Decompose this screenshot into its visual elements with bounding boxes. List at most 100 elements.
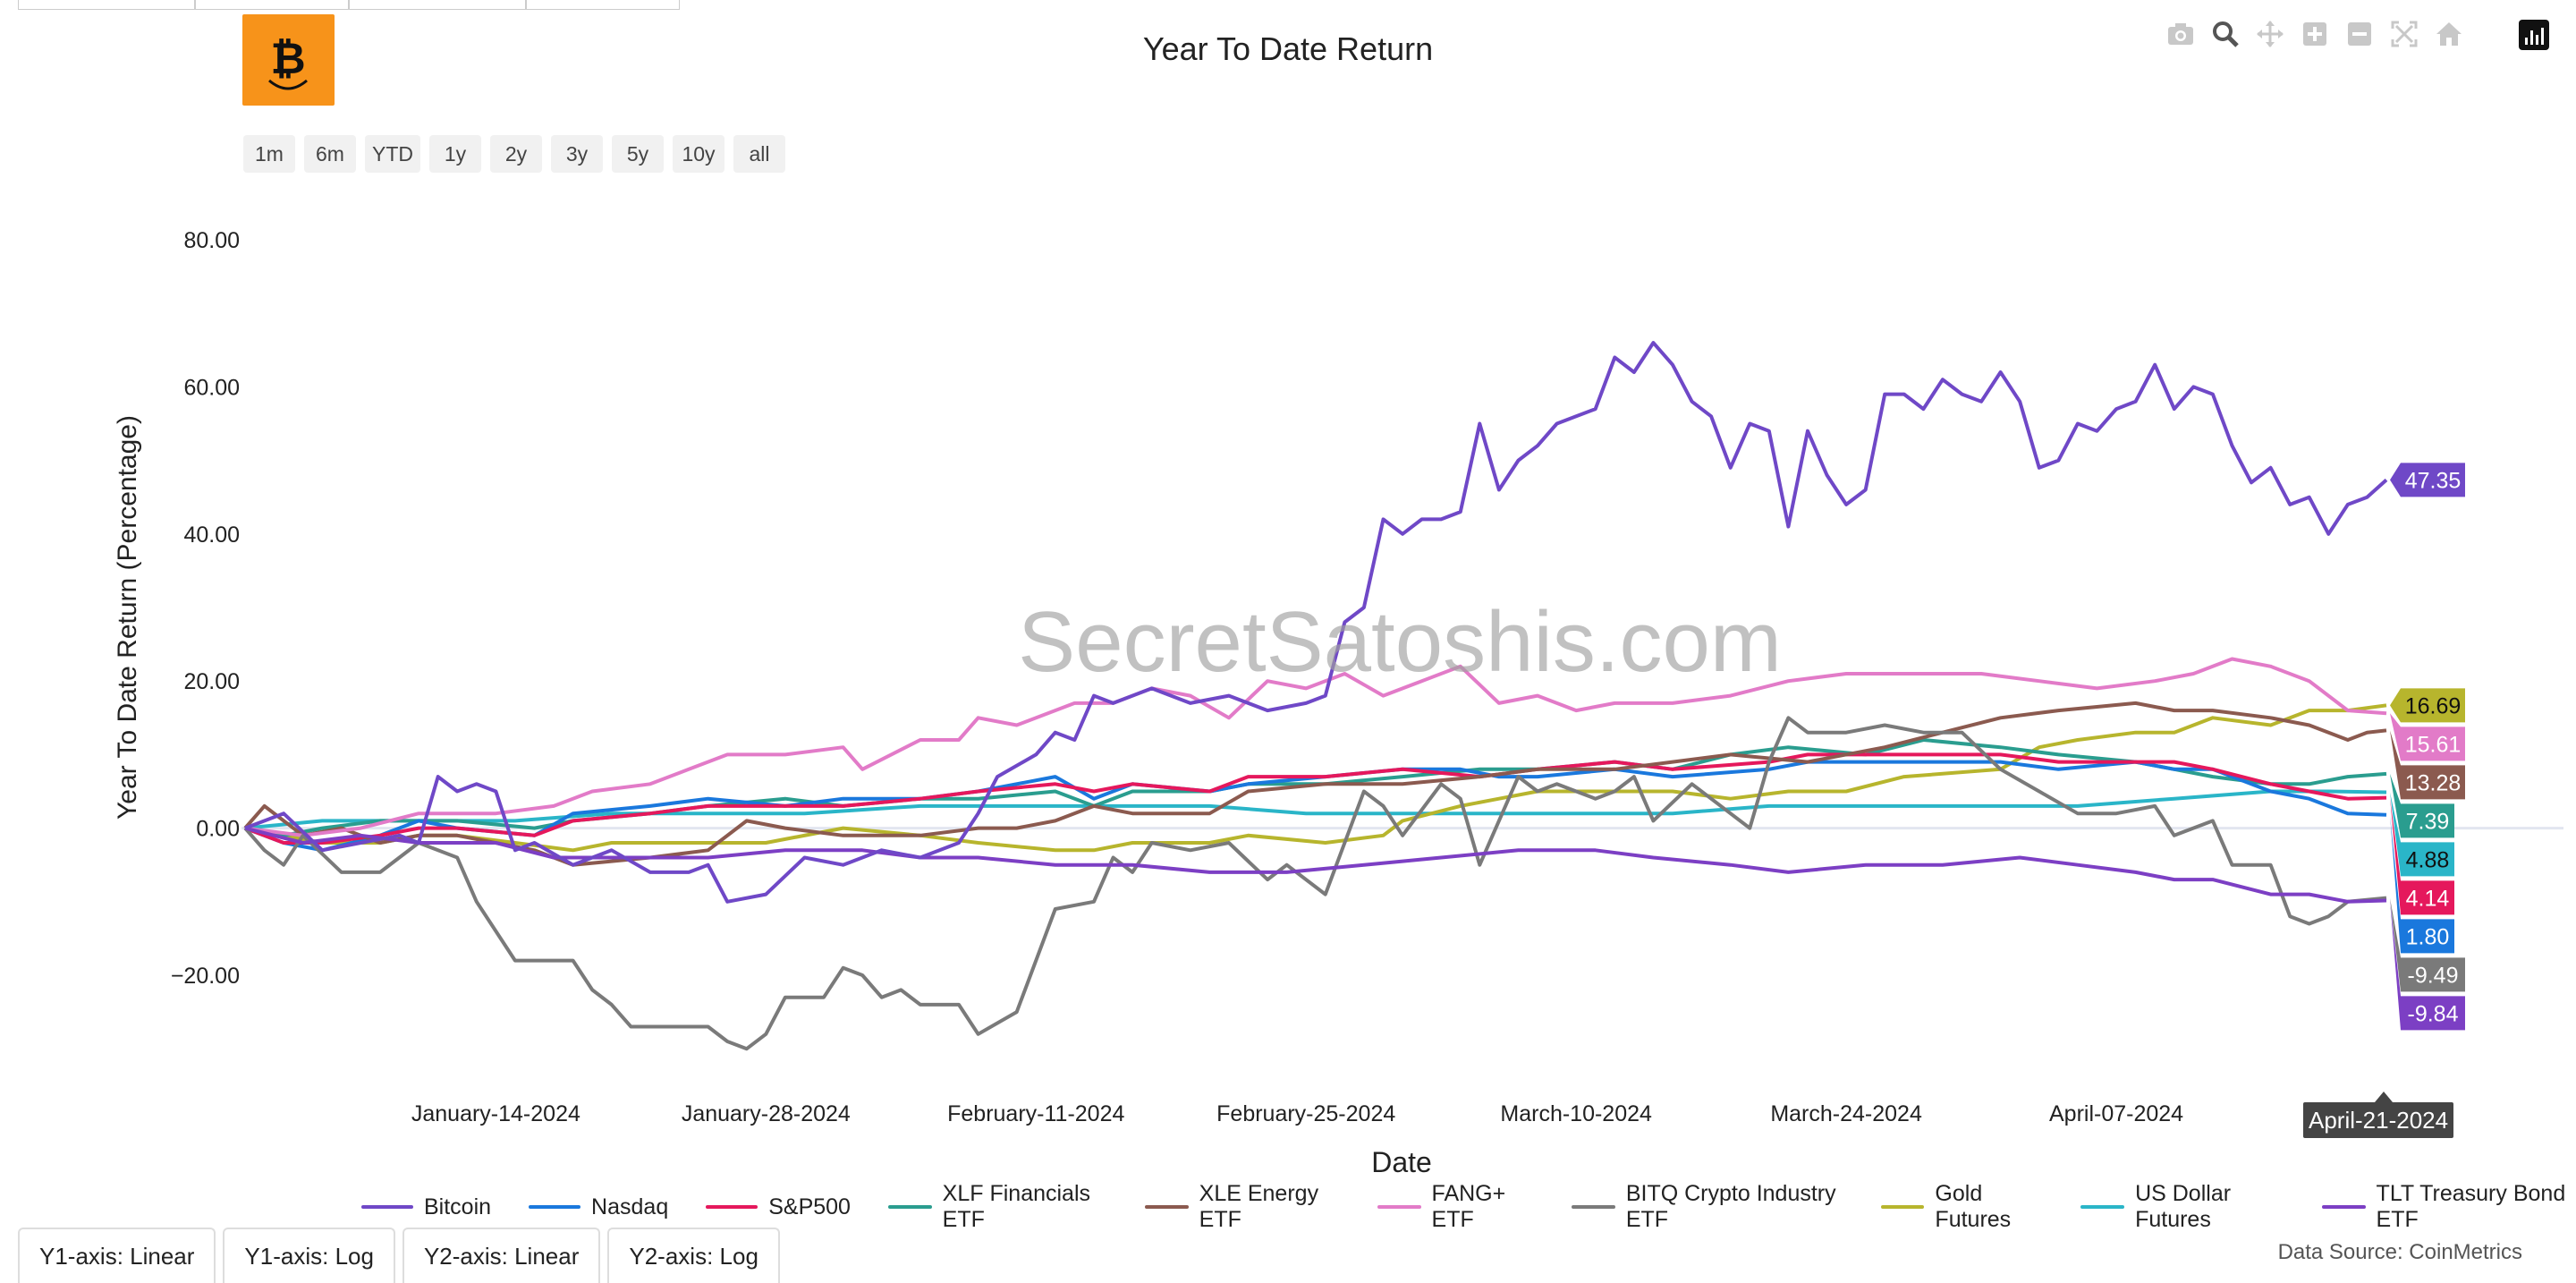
x-tick-label: February-25-2024 bbox=[1216, 1101, 1395, 1126]
y-tick-label: −20.00 bbox=[171, 964, 240, 989]
legend-label: BITQ Crypto Industry ETF bbox=[1625, 1181, 1836, 1232]
zoom-in-icon[interactable] bbox=[2299, 18, 2331, 50]
legend-item-usd[interactable]: US Dollar Futures bbox=[2080, 1181, 2284, 1233]
legend-swatch bbox=[1572, 1205, 1615, 1209]
series-line-gold-futures[interactable] bbox=[244, 703, 2387, 853]
y-tick-label: 40.00 bbox=[183, 523, 240, 548]
tab-y1-linear[interactable]: Y1-axis: Linear bbox=[18, 1228, 216, 1283]
range-button-6m[interactable]: 6m bbox=[304, 135, 356, 173]
x-tick-label: March-10-2024 bbox=[1500, 1101, 1652, 1126]
end-value-labels: 47.35 16.69 15.61 13.28 7.39 4.88 4.14 1.80 -9.4… bbox=[2390, 463, 2465, 1031]
data-source: Data Source: CoinMetrics bbox=[2277, 1240, 2522, 1264]
legend-item-bitcoin[interactable]: Bitcoin bbox=[361, 1194, 491, 1220]
series-line-bitcoin[interactable] bbox=[244, 341, 2388, 904]
tab-y2-log[interactable]: Y2-axis: Log bbox=[607, 1228, 780, 1283]
end-label-box bbox=[2390, 897, 2465, 992]
modebar bbox=[2165, 18, 2478, 50]
legend-swatch bbox=[1145, 1205, 1189, 1209]
end-label: -9.84 bbox=[2390, 900, 2465, 1031]
end-label: 16.69 bbox=[2390, 688, 2465, 723]
legend-item-xle[interactable]: XLE Energy ETF bbox=[1145, 1181, 1340, 1233]
end-label-value: -9.49 bbox=[2408, 963, 2459, 988]
y-tick-label: 0.00 bbox=[196, 817, 240, 842]
legend-item-xlf[interactable]: XLF Financials ETF bbox=[887, 1181, 1107, 1233]
end-label-value: -9.84 bbox=[2408, 1001, 2459, 1026]
end-label-box bbox=[2390, 730, 2465, 800]
pan-icon[interactable] bbox=[2254, 18, 2286, 50]
range-button-3y[interactable]: 3y bbox=[551, 135, 603, 173]
legend-label: FANG+ ETF bbox=[1431, 1181, 1506, 1232]
camera-icon[interactable] bbox=[2165, 18, 2197, 50]
end-label-box bbox=[2390, 688, 2465, 723]
chart-title: Year To Date Return bbox=[1142, 30, 1434, 67]
svg-text:₿: ₿ bbox=[270, 34, 305, 84]
range-button-5y[interactable]: 5y bbox=[612, 135, 664, 173]
range-selector: 1m 6m YTD 1y 2y 3y 5y 10y all bbox=[243, 135, 785, 173]
end-label-value: 13.28 bbox=[2405, 770, 2462, 795]
legend-item-fang[interactable]: FANG+ ETF bbox=[1377, 1181, 1534, 1233]
end-label-value: 7.39 bbox=[2406, 809, 2450, 834]
end-label-box bbox=[2390, 900, 2465, 1031]
x-tick-label: February-11-2024 bbox=[947, 1101, 1124, 1126]
end-label-value: 15.61 bbox=[2405, 732, 2462, 757]
series-line-bitq-crypto-industry-etf[interactable] bbox=[243, 716, 2387, 1051]
legend: Bitcoin Nasdaq S&P500 XLF Financials ETF… bbox=[361, 1181, 2576, 1233]
legend-label: XLE Energy ETF bbox=[1199, 1181, 1319, 1232]
end-label-value: 4.14 bbox=[2406, 886, 2450, 911]
legend-label: Gold Futures bbox=[1935, 1181, 2012, 1232]
hover-date-label: April-21-2024 bbox=[2303, 1092, 2454, 1138]
tab-y2-linear[interactable]: Y2-axis: Linear bbox=[402, 1228, 601, 1283]
legend-swatch bbox=[706, 1205, 758, 1209]
series-line-s-p500[interactable] bbox=[244, 752, 2387, 845]
range-button-all[interactable]: all bbox=[733, 135, 785, 173]
end-label: 13.28 bbox=[2390, 730, 2465, 800]
x-axis-title: Date bbox=[1371, 1146, 1432, 1178]
range-button-10y[interactable]: 10y bbox=[673, 135, 724, 173]
end-label-box bbox=[2390, 797, 2454, 915]
x-tick-label: January-28-2024 bbox=[682, 1101, 851, 1126]
legend-swatch bbox=[1377, 1205, 1421, 1209]
end-label-box bbox=[2390, 792, 2454, 877]
legend-label: S&P500 bbox=[768, 1194, 851, 1219]
legend-swatch bbox=[2321, 1205, 2366, 1209]
range-button-2y[interactable]: 2y bbox=[490, 135, 542, 173]
end-label-value: 1.80 bbox=[2406, 924, 2450, 949]
zoom-out-icon[interactable] bbox=[2343, 18, 2376, 50]
range-button-ytd[interactable]: YTD bbox=[365, 135, 420, 173]
end-label: 15.61 bbox=[2390, 713, 2465, 761]
top-tab-stub bbox=[526, 0, 680, 10]
autoscale-icon[interactable] bbox=[2388, 18, 2420, 50]
end-label: 4.14 bbox=[2390, 797, 2454, 915]
range-button-1y[interactable]: 1y bbox=[429, 135, 481, 173]
legend-item-nasdaq[interactable]: Nasdaq bbox=[529, 1194, 668, 1220]
legend-swatch bbox=[887, 1205, 932, 1209]
legend-label: XLF Financials ETF bbox=[942, 1181, 1091, 1232]
y-tick-label: 60.00 bbox=[183, 375, 240, 400]
legend-item-sp500[interactable]: S&P500 bbox=[706, 1194, 851, 1220]
legend-label: Bitcoin bbox=[424, 1194, 492, 1219]
top-tab-stub bbox=[18, 0, 195, 10]
legend-label: TLT Treasury Bond ETF bbox=[2376, 1181, 2566, 1232]
legend-item-bitq[interactable]: BITQ Crypto Industry ETF bbox=[1572, 1181, 1843, 1233]
series-line-tlt-treasury-bond-etf[interactable] bbox=[244, 826, 2387, 904]
end-label-box bbox=[2390, 773, 2454, 838]
series-line-xlf-financials-etf[interactable] bbox=[244, 738, 2387, 837]
legend-item-gold[interactable]: Gold Futures bbox=[1880, 1181, 2044, 1233]
home-icon[interactable] bbox=[2433, 18, 2465, 50]
zoom-icon[interactable] bbox=[2209, 18, 2241, 50]
end-label: 4.88 bbox=[2390, 792, 2454, 877]
top-tab-stub bbox=[195, 0, 349, 10]
end-label: 1.80 bbox=[2390, 814, 2454, 954]
end-label-box bbox=[2390, 463, 2465, 497]
plotly-logo-icon[interactable] bbox=[2519, 20, 2549, 50]
y-axis-ticks: −20.00 0.00 20.00 40.00 60.00 80.00 bbox=[171, 228, 240, 989]
x-axis-ticks: January-14-2024 January-28-2024 February-1… bbox=[411, 1101, 2183, 1126]
legend-label: Nasdaq bbox=[591, 1194, 669, 1219]
axis-scale-tabs: Y1-axis: Linear Y1-axis: Log Y2-axis: Li… bbox=[18, 1228, 780, 1283]
tab-y1-log[interactable]: Y1-axis: Log bbox=[223, 1228, 395, 1283]
y-axis-title: Year To Date Return (Percentage) bbox=[113, 415, 142, 820]
series-line-fang-etf[interactable] bbox=[244, 657, 2387, 837]
end-label-value: 16.69 bbox=[2405, 693, 2462, 718]
legend-item-tlt[interactable]: TLT Treasury Bond ETF bbox=[2321, 1181, 2576, 1233]
range-button-1m[interactable]: 1m bbox=[243, 135, 295, 173]
